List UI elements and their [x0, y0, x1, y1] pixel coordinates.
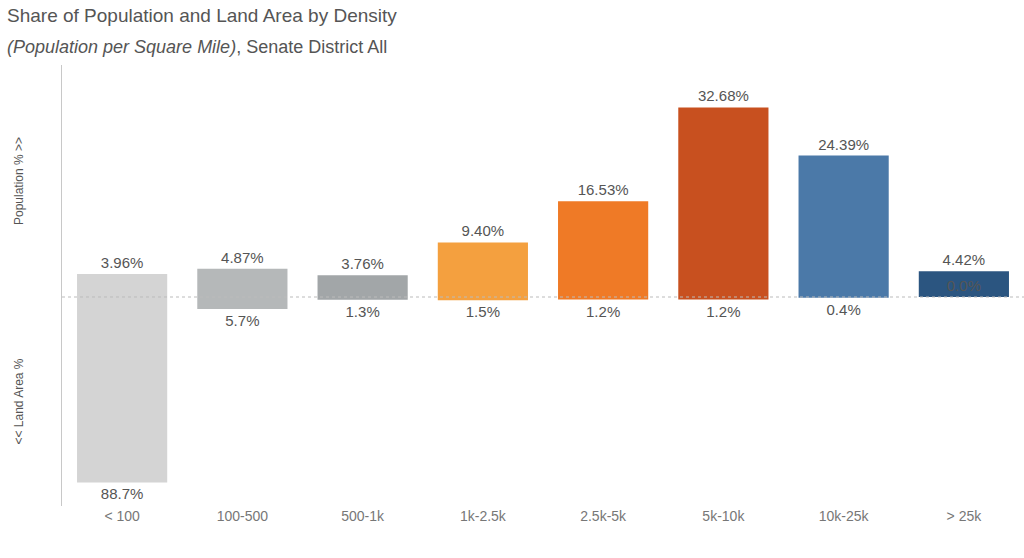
svg-text:2.5k-5k: 2.5k-5k — [580, 508, 627, 524]
svg-text:5k-10k: 5k-10k — [702, 508, 745, 524]
svg-text:32.68%: 32.68% — [698, 87, 749, 104]
svg-text:5.7%: 5.7% — [225, 312, 259, 329]
svg-text:0.0%: 0.0% — [947, 277, 981, 294]
svg-text:1k-2.5k: 1k-2.5k — [460, 508, 507, 524]
svg-text:0.4%: 0.4% — [827, 301, 861, 318]
svg-text:Population % >>: Population % >> — [12, 137, 26, 225]
svg-text:16.53%: 16.53% — [578, 181, 629, 198]
svg-text:3.96%: 3.96% — [101, 254, 144, 271]
svg-text:> 25k: > 25k — [947, 508, 983, 524]
svg-text:1.2%: 1.2% — [586, 303, 620, 320]
svg-text:4.42%: 4.42% — [943, 251, 986, 268]
svg-text:(Population per Square Mile),: (Population per Square Mile), Senate Dis… — [7, 37, 387, 57]
svg-text:100-500: 100-500 — [217, 508, 269, 524]
svg-text:9.40%: 9.40% — [462, 222, 505, 239]
svg-text:< 100: < 100 — [104, 508, 140, 524]
svg-text:88.7%: 88.7% — [101, 485, 144, 502]
svg-text:1.3%: 1.3% — [346, 303, 380, 320]
svg-text:24.39%: 24.39% — [818, 136, 869, 153]
svg-text:1.5%: 1.5% — [466, 303, 500, 320]
svg-text:500-1k: 500-1k — [341, 508, 385, 524]
svg-text:3.76%: 3.76% — [341, 255, 384, 272]
svg-text:10k-25k: 10k-25k — [819, 508, 870, 524]
svg-text:1.2%: 1.2% — [706, 303, 740, 320]
svg-text:<< Land Area %: << Land Area % — [12, 358, 26, 444]
svg-text:4.87%: 4.87% — [221, 249, 264, 266]
svg-text:Share of Population and Land A: Share of Population and Land Area by Den… — [7, 5, 397, 26]
